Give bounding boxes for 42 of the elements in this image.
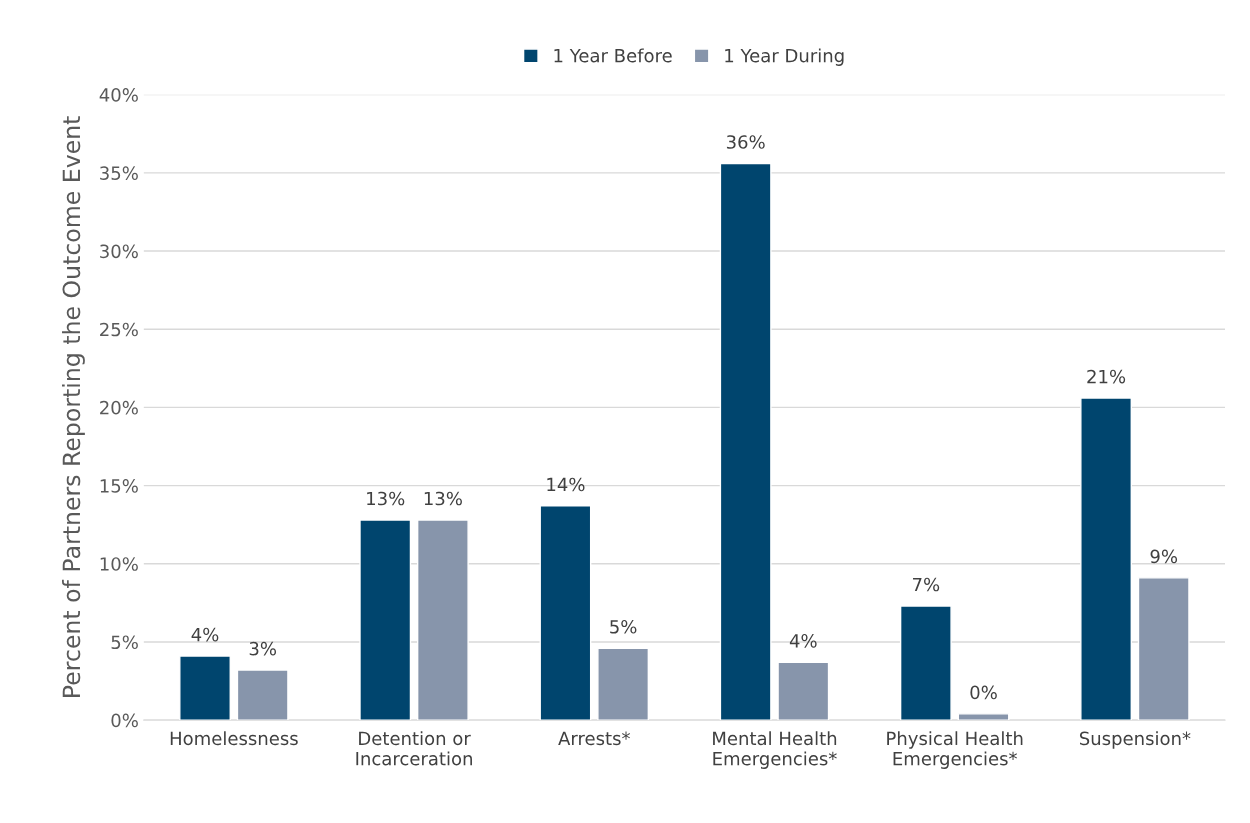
bar xyxy=(719,162,772,721)
y-axis-title: Percent of Partners Reporting the Outcome Event xyxy=(62,116,85,697)
data-label: 4% xyxy=(191,627,219,642)
bar xyxy=(236,669,289,721)
y-tick-label: 40% xyxy=(99,88,138,102)
x-tick-label: Homelessness xyxy=(170,731,298,746)
y-tick-label: 35% xyxy=(100,166,138,180)
bar xyxy=(957,713,1010,721)
data-label: 13% xyxy=(424,491,462,506)
bar xyxy=(899,605,952,721)
data-label: 14% xyxy=(547,477,585,492)
legend-label: 1 Year Before xyxy=(554,48,672,63)
x-tick-label: Physical Health Emergencies* xyxy=(887,731,1023,769)
data-label: 5% xyxy=(610,619,637,634)
bar xyxy=(777,661,830,721)
x-tick-label: Suspension* xyxy=(1079,731,1191,749)
data-label: 13% xyxy=(367,491,405,506)
x-tick-label: Arrests* xyxy=(558,731,630,746)
y-tick-label: 10% xyxy=(100,557,138,571)
data-label: 3% xyxy=(249,641,277,656)
bar xyxy=(179,655,231,721)
y-tick-label: 25% xyxy=(100,322,138,337)
data-label: 0% xyxy=(970,685,997,700)
bar xyxy=(597,647,650,721)
bar xyxy=(359,519,412,721)
bar xyxy=(539,505,592,721)
y-tick-label: 15% xyxy=(100,479,138,493)
data-label: 4% xyxy=(789,634,817,648)
bar xyxy=(416,519,469,721)
y-tick-label: 20% xyxy=(100,400,138,415)
y-tick-label: 5% xyxy=(111,635,138,650)
legend-label: 1 Year During xyxy=(725,48,844,66)
x-tick-label: Mental Health Emergencies* xyxy=(713,731,837,769)
bar xyxy=(1137,577,1190,721)
data-label: 36% xyxy=(726,135,765,149)
data-label: 7% xyxy=(913,577,940,592)
data-label: 21% xyxy=(1087,369,1126,384)
y-tick-label: 30% xyxy=(100,244,138,259)
data-label: 9% xyxy=(1150,549,1178,564)
y-tick-label: 0% xyxy=(111,713,138,728)
x-tick-label: Detention or Incarceration xyxy=(356,731,472,766)
bar xyxy=(1080,397,1132,721)
